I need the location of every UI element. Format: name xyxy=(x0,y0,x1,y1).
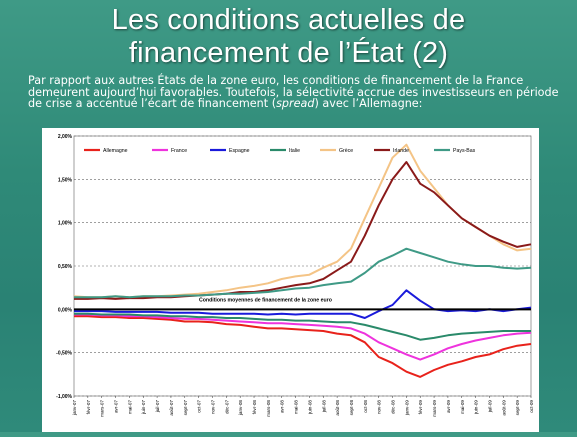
x-tick-label: mai-09 xyxy=(460,400,465,414)
chart-annotation: Conditions moyennes de financement de la… xyxy=(199,297,332,303)
x-tick-label: févr-07 xyxy=(86,400,91,415)
legend-label: Irlande xyxy=(393,148,409,154)
series-line-irlande xyxy=(74,161,532,300)
x-tick-label: juin-08 xyxy=(307,400,312,415)
x-tick-label: oct-09 xyxy=(529,400,534,413)
x-tick-label: févr-08 xyxy=(252,400,257,415)
y-tick-label: 1,50% xyxy=(58,177,73,183)
x-tick-label: janv-08 xyxy=(238,400,243,417)
chart-container: -1,00% -0,50% 0,00% 0,50% 1,00% 1,50% 2,00% jan… xyxy=(42,128,539,432)
x-tick-label: avr-08 xyxy=(280,400,285,413)
x-tick-label: janv-07 xyxy=(72,400,77,417)
series-line-espagne xyxy=(74,289,532,319)
legend-label: France xyxy=(171,148,187,154)
x-tick-label: août-09 xyxy=(501,400,506,416)
y-tick-label: 0,50% xyxy=(58,264,73,270)
legend-label: Allemagne xyxy=(103,148,128,154)
slide-title-line1: Les conditions actuelles de xyxy=(111,4,466,36)
x-tick-label: nov-07 xyxy=(210,400,215,414)
x-tick-label: mai-08 xyxy=(294,400,299,414)
y-tick-label: -1,00% xyxy=(56,394,72,400)
x-tick-label: oct-08 xyxy=(363,400,368,413)
series-line-pays-bas xyxy=(74,247,532,299)
intro-text-after: ) avec l’Allemagne: xyxy=(314,97,423,110)
x-tick-label: oct-07 xyxy=(197,400,202,413)
slide-title-line2: financement de l’État (2) xyxy=(128,37,449,69)
legend-label: Italie xyxy=(289,148,300,154)
x-tick-label: déc-07 xyxy=(224,400,229,414)
slide-title: Les conditions actuelles de financement … xyxy=(0,0,577,70)
x-tick-label: mars-09 xyxy=(432,400,437,417)
y-tick-label: 2,00% xyxy=(58,134,73,140)
x-tick-label: juin-07 xyxy=(141,400,146,415)
intro-text-emphasis: spread xyxy=(276,97,315,110)
y-tick-label: -0,50% xyxy=(56,351,72,357)
x-tick-label: août-07 xyxy=(169,400,174,416)
x-tick-label: mai-07 xyxy=(127,400,132,414)
series-line-italie xyxy=(74,312,531,341)
intro-paragraph: Par rapport aux autres États de la zone … xyxy=(28,75,563,110)
spread-chart: -1,00% -0,50% 0,00% 0,50% 1,00% 1,50% 2,00% jan… xyxy=(56,134,534,417)
series-line-france xyxy=(74,313,532,361)
legend-label: Espagne xyxy=(229,148,250,154)
x-tick-label: avr-07 xyxy=(114,400,119,413)
x-tick-label: sept-08 xyxy=(349,400,354,416)
series-line-allemagne xyxy=(74,315,532,378)
x-tick-label: nov-08 xyxy=(377,400,382,414)
y-tick-label: 0,00% xyxy=(58,307,73,313)
x-tick-label: mars-08 xyxy=(266,400,271,417)
legend-label: Grèce xyxy=(339,148,353,154)
x-tick-label: mars-07 xyxy=(100,400,105,417)
x-tick-label: déc-08 xyxy=(391,400,396,414)
y-tick-label: 1,00% xyxy=(58,221,73,227)
intro-text-before: Par rapport aux autres États de la zone … xyxy=(28,74,559,110)
x-tick-label: févr-09 xyxy=(418,400,423,415)
x-tick-label: juil-08 xyxy=(321,400,326,414)
legend-label: Pays-Bas xyxy=(453,148,476,154)
x-tick-label: janv-09 xyxy=(404,400,409,417)
x-tick-label: juin-09 xyxy=(474,400,479,415)
x-tick-label: août-08 xyxy=(335,400,340,416)
x-tick-label: juil-07 xyxy=(155,400,160,414)
x-tick-label: sept-07 xyxy=(183,400,188,416)
x-tick-label: avr-09 xyxy=(446,400,451,413)
x-tick-label: juil-09 xyxy=(487,400,492,414)
x-tick-label: sept-09 xyxy=(515,400,520,416)
